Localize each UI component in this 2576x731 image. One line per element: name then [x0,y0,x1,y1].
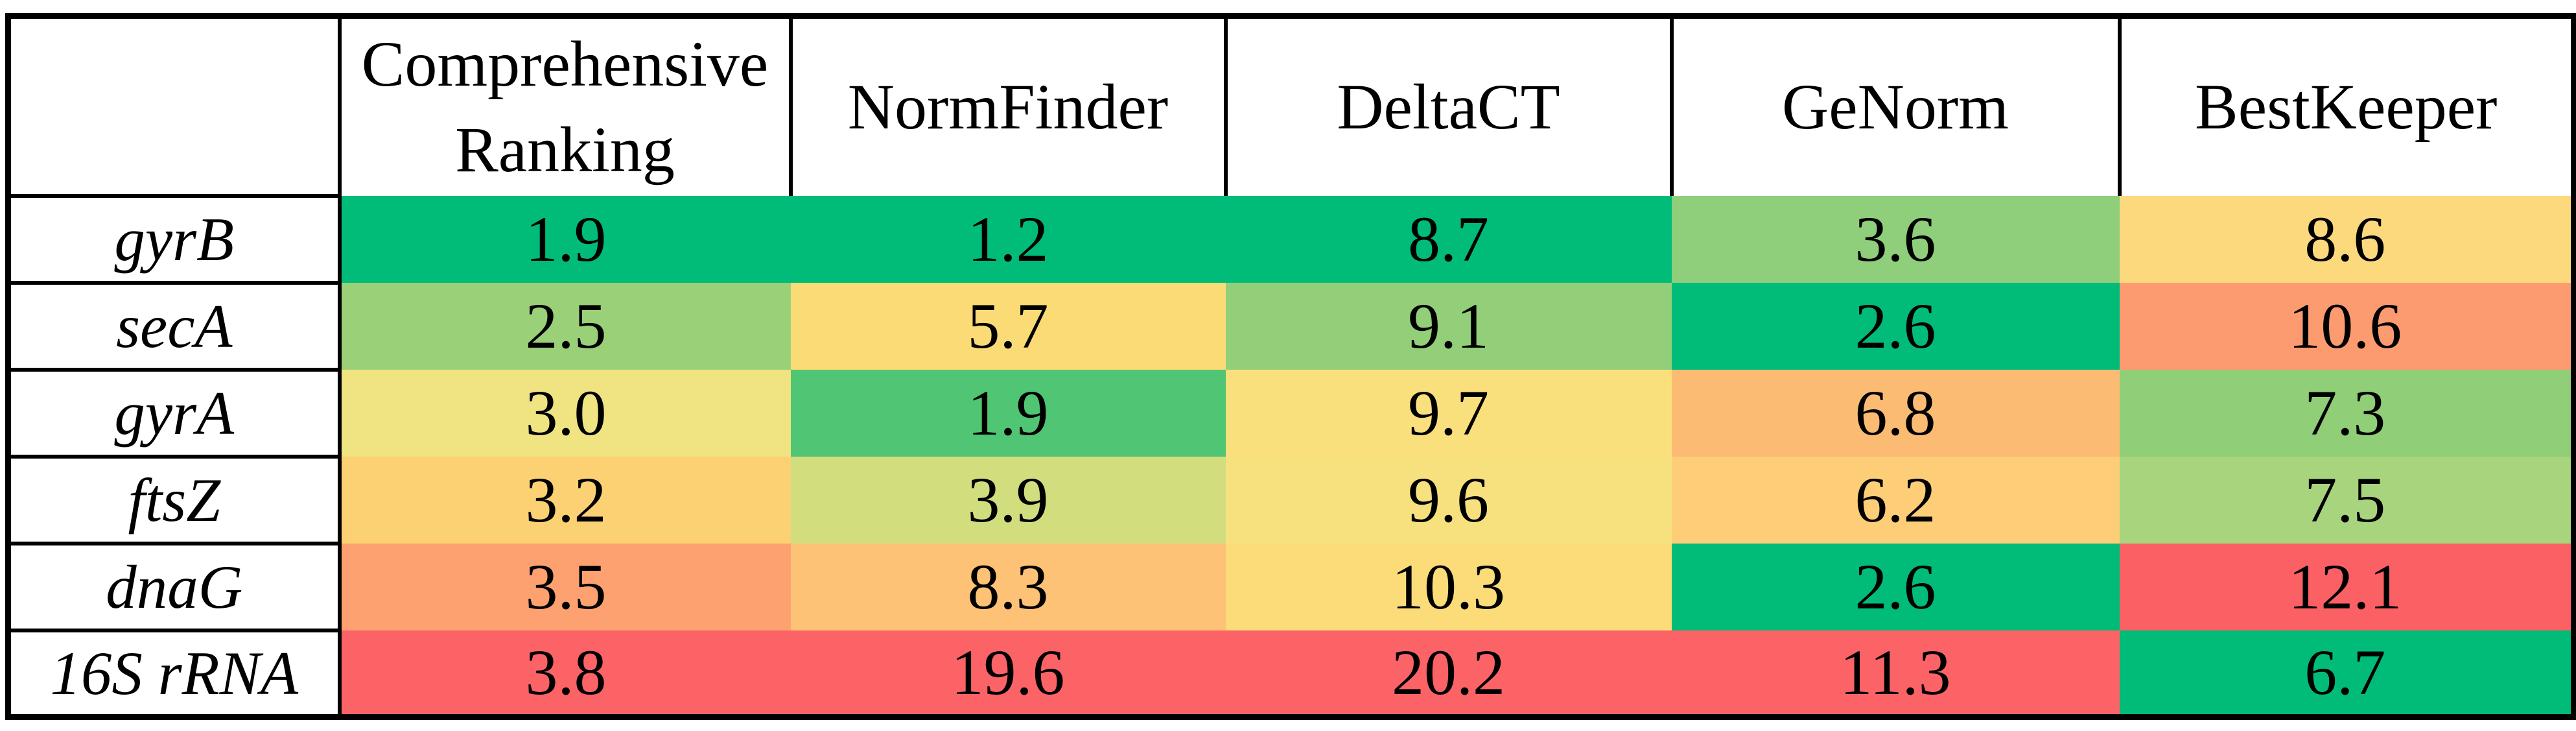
table-row-ftsZ: ftsZ 3.2 3.9 9.6 6.2 7.5 [6,454,2574,545]
heatmap-cell: 1.2 [790,195,1226,283]
row-label-gyrA: gyrA [6,367,342,459]
heatmap-cell: 3.5 [339,543,791,630]
heatmap-cell: 10.6 [2119,282,2574,370]
heatmap-cell: 8.7 [1225,195,1672,283]
heatmap-cell: 3.8 [339,630,791,717]
heatmap-cell: 8.3 [790,543,1226,630]
heatmap-cell: 12.1 [2119,543,2574,630]
heatmap-cell: 3.9 [790,456,1226,544]
corner-cell [8,16,342,198]
heatmap-cell: 10.3 [1225,543,1672,630]
heatmap-cell: 7.3 [2119,369,2574,457]
table-row-16S-rRNA: 16S rRNA 3.8 19.6 20.2 11.3 6.7 [6,628,2574,719]
heatmap-cell: 11.3 [1671,630,2120,717]
heatmap-cell: 7.5 [2119,456,2574,544]
row-label-16S-rRNA: 16S rRNA [6,628,342,719]
table-row-gyrB: gyrB 1.9 1.2 8.7 3.6 8.6 [6,193,2574,285]
heatmap-cell: 6.8 [1671,369,2120,457]
row-label-ftsZ: ftsZ [6,454,342,545]
heatmap-cell: 8.6 [2119,195,2574,283]
heatmap-cell: 2.5 [339,282,791,370]
row-label-dnaG: dnaG [6,541,342,632]
gene-stability-heatmap-table: Comprehensive Ranking NormFinder DeltaCT… [5,13,2576,720]
heatmap-cell: 3.0 [339,369,791,457]
row-label-secA: secA [6,280,342,372]
heatmap-cell: 3.2 [339,456,791,544]
heatmap-cell: 9.1 [1225,282,1672,370]
col-header-genorm: GeNorm [1669,16,2122,196]
col-header-normfinder: NormFinder [788,16,1228,196]
heatmap-cell: 9.6 [1225,456,1672,544]
col-header-bestkeeper: BestKeeper [2117,16,2576,196]
heatmap-cell: 9.7 [1225,369,1672,457]
heatmap-cell: 2.6 [1671,543,2120,630]
heatmap-cell: 1.9 [339,195,791,283]
header-row: Comprehensive Ranking NormFinder DeltaCT… [8,16,2576,198]
heatmap-cell: 19.6 [790,630,1226,717]
heatmap-cell: 20.2 [1225,630,1672,717]
heatmap-cell: 6.2 [1671,456,2120,544]
table-row-secA: secA 2.5 5.7 9.1 2.6 10.6 [6,280,2574,372]
heatmap-cell: 2.6 [1671,282,2120,370]
table-row-gyrA: gyrA 3.0 1.9 9.7 6.8 7.3 [6,367,2574,459]
col-header-comprehensive-ranking: Comprehensive Ranking [337,16,793,196]
heatmap-cell: 5.7 [790,282,1226,370]
heatmap-cell: 6.7 [2119,630,2574,717]
row-label-gyrB: gyrB [6,193,342,285]
heatmap-cell: 3.6 [1671,195,2120,283]
col-header-deltact: DeltaCT [1223,16,1674,196]
table-row-dnaG: dnaG 3.5 8.3 10.3 2.6 12.1 [6,541,2574,632]
heatmap-cell: 1.9 [790,369,1226,457]
